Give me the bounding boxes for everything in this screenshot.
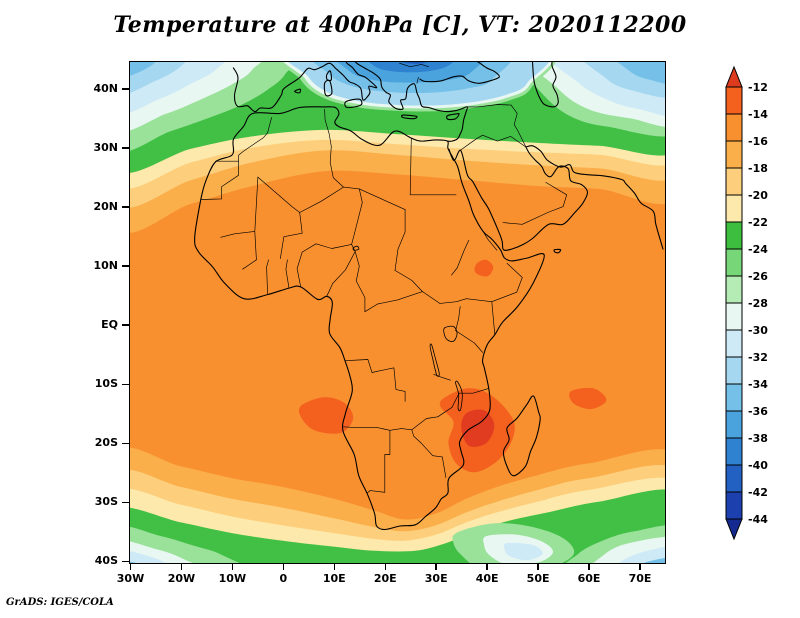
lat-tick-mark xyxy=(122,383,129,385)
colorbar-label: -38 xyxy=(748,432,768,445)
lon-tick-mark xyxy=(333,564,336,570)
lon-tick-label: 40E xyxy=(475,572,499,585)
lon-tick-label: 30W xyxy=(116,572,145,585)
lon-tick-mark xyxy=(129,564,132,570)
lon-tick-mark xyxy=(486,564,488,570)
lon-tick-label: 50E xyxy=(526,572,550,585)
colorbar-label: -16 xyxy=(748,135,768,148)
lat-tick-mark xyxy=(122,324,129,326)
colorbar-label: -24 xyxy=(748,243,768,256)
colorbar-top-arrow xyxy=(725,65,743,88)
lon-tick-label: 60E xyxy=(577,572,601,585)
lon-tick-mark xyxy=(537,564,539,570)
lon-tick-mark xyxy=(384,564,386,570)
colorbar-label: -26 xyxy=(748,270,768,283)
colorbar-segment xyxy=(725,113,743,142)
lat-tick-label: 10S xyxy=(94,377,118,391)
lat-tick-label: 20N xyxy=(93,200,118,214)
map-plot-frame xyxy=(129,61,666,564)
lat-tick-label: 30N xyxy=(93,141,118,155)
lat-tick-mark xyxy=(122,560,129,563)
lat-tick-mark xyxy=(122,265,129,267)
colorbar-label: -28 xyxy=(748,297,768,310)
lat-tick-label: 30S xyxy=(94,495,118,509)
colorbar-label: -18 xyxy=(748,162,768,175)
lat-tick-mark xyxy=(122,501,129,504)
colorbar-label: -30 xyxy=(748,324,768,337)
colorbar-scale: -12 -14 -16 -18 -20 -22 -24 -26 -28 -30 -32 -34 -36 -… xyxy=(725,65,768,541)
temperature-map xyxy=(130,62,665,563)
coastlines xyxy=(194,62,664,531)
lat-tick-label: 40S xyxy=(94,554,118,568)
colorbar-label: -12 xyxy=(748,81,768,94)
lat-tick-mark xyxy=(122,147,129,149)
lon-tick-label: 10E xyxy=(322,572,346,585)
colorbar-segment xyxy=(725,437,743,466)
colorbar-segment xyxy=(725,86,743,115)
lat-tick-label: EQ xyxy=(101,318,118,332)
colorbar-label: -32 xyxy=(748,351,768,364)
lon-tick-mark xyxy=(282,564,285,570)
country-borders xyxy=(200,62,568,494)
lon-tick-mark xyxy=(180,564,183,570)
grads-credit: GrADS: IGES/COLA xyxy=(6,597,114,608)
colorbar-label: -34 xyxy=(748,378,768,391)
colorbar-label: -20 xyxy=(748,189,768,202)
lat-tick-mark xyxy=(122,88,129,90)
colorbar-segment xyxy=(725,140,743,169)
lon-tick-label: 20E xyxy=(373,572,397,585)
colorbar-label: -44 xyxy=(748,513,768,526)
lon-tick-label: 10W xyxy=(218,572,247,585)
colorbar-label: -22 xyxy=(748,216,768,229)
temperature-field xyxy=(130,62,665,563)
colorbar-bottom-arrow xyxy=(725,518,743,541)
lon-tick-label: 70E xyxy=(628,572,652,585)
lat-tick-label: 10N xyxy=(93,259,118,273)
colorbar-segment xyxy=(725,275,743,304)
colorbar-segment xyxy=(725,167,743,196)
colorbar-label: -40 xyxy=(748,459,768,472)
lat-tick-label: 20S xyxy=(94,436,118,450)
colorbar-label: -36 xyxy=(748,405,768,418)
lon-tick-label: 30E xyxy=(424,572,448,585)
colorbar-segment xyxy=(725,356,743,385)
colorbar-label: -42 xyxy=(748,486,768,499)
colorbar-segment xyxy=(725,194,743,223)
lon-tick-mark xyxy=(639,564,641,570)
colorbar-segment xyxy=(725,329,743,358)
colorbar-segment xyxy=(725,410,743,439)
lon-tick-mark xyxy=(231,564,234,570)
colorbar-segment xyxy=(725,248,743,277)
lat-tick-label: 40N xyxy=(93,82,118,96)
lon-tick-mark xyxy=(435,564,437,570)
colorbar-segment xyxy=(725,302,743,331)
colorbar-segment xyxy=(725,491,743,520)
colorbar-segment xyxy=(725,221,743,250)
lat-tick-mark xyxy=(122,442,129,445)
plot-title: Temperature at 400hPa [C], VT: 202011220… xyxy=(113,12,687,38)
colorbar-segment xyxy=(725,464,743,493)
colorbar-segment xyxy=(725,383,743,412)
colorbar-label: -14 xyxy=(748,108,768,121)
lon-tick-label: 20W xyxy=(167,572,196,585)
lat-tick-mark xyxy=(122,206,129,208)
lon-tick-mark xyxy=(588,564,590,570)
lon-tick-label: 0 xyxy=(279,572,288,585)
